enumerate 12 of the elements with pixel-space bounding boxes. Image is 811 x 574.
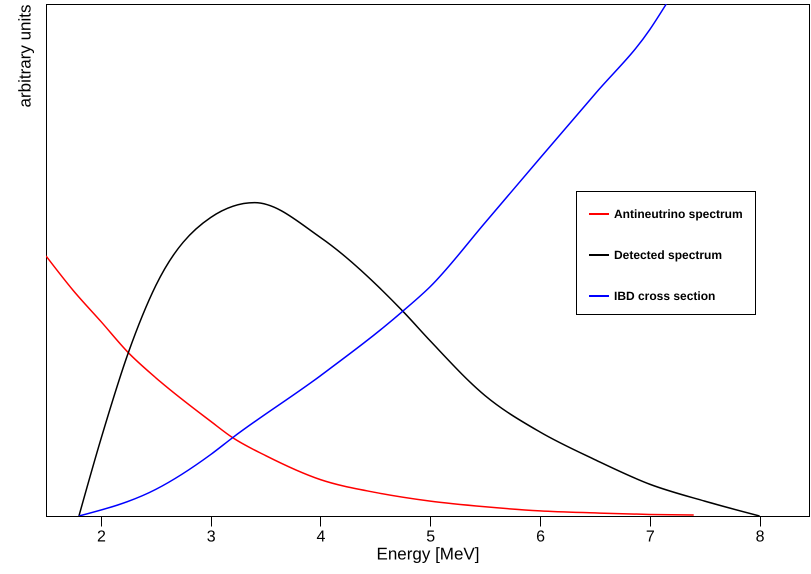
x-tick-label: 7 [646, 528, 655, 546]
x-tick-label: 8 [756, 528, 765, 546]
x-tick-label: 3 [206, 528, 216, 546]
x-tick-label: 5 [426, 528, 436, 546]
x-tick-label: 4 [316, 528, 326, 546]
legend-label: Antineutrino spectrum [614, 207, 743, 221]
legend-label: IBD cross section [614, 289, 716, 303]
legend-label: Detected spectrum [614, 248, 722, 262]
x-tick-label: 6 [536, 528, 546, 546]
x-tick-label: 2 [96, 528, 106, 546]
y-axis-title: arbitrary units [16, 4, 34, 108]
x-axis-title: Energy [MeV] [376, 544, 480, 564]
